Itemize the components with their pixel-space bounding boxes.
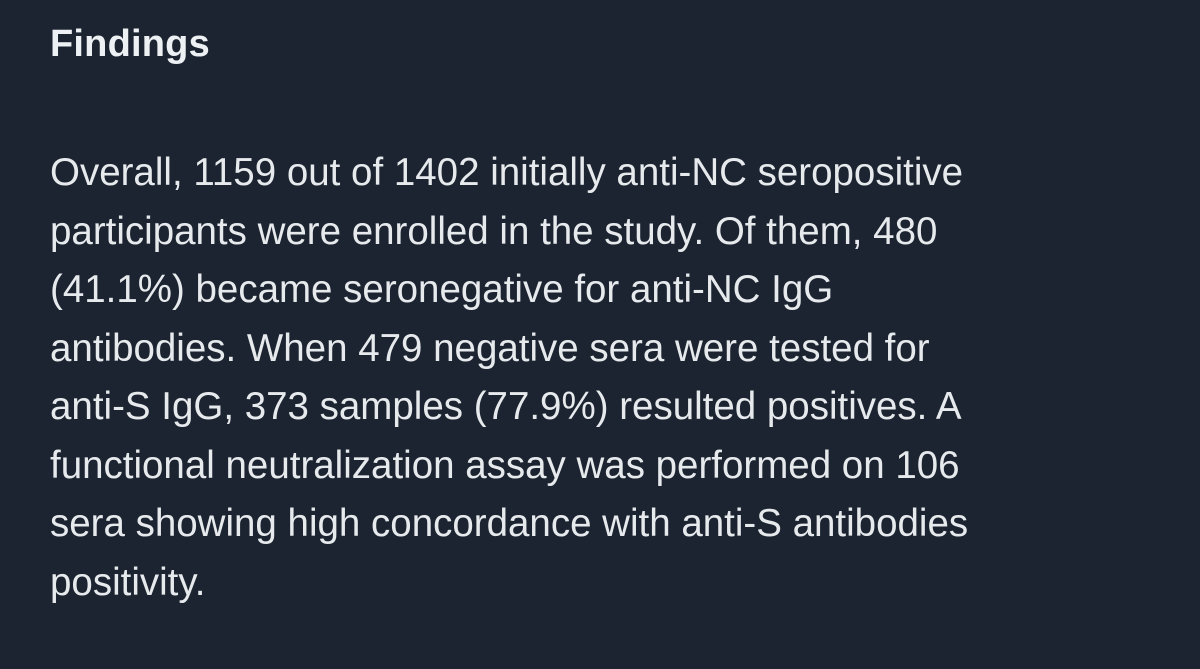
paragraph-line: anti-S IgG, 373 samples (77.9%) resulted…: [50, 385, 962, 428]
paragraph-line: participants were enrolled in the study.…: [50, 209, 938, 253]
findings-heading: Findings: [50, 23, 210, 65]
paragraph-line: Overall, 1159 out of 1402 initially anti…: [50, 151, 964, 194]
paragraph-line: (41.1%) became seronegative for anti-NC …: [50, 268, 834, 311]
paragraph-line: sera showing high concordance with anti-…: [50, 502, 969, 545]
paragraph-line: functional neutralization assay was perf…: [50, 443, 960, 487]
paragraph-line: antibodies. When 479 negative sera were …: [50, 326, 930, 370]
findings-paragraph: Overall, 1159 out of 1402 initially anti…: [50, 144, 1156, 612]
paragraph-line: positivity.: [50, 560, 206, 604]
